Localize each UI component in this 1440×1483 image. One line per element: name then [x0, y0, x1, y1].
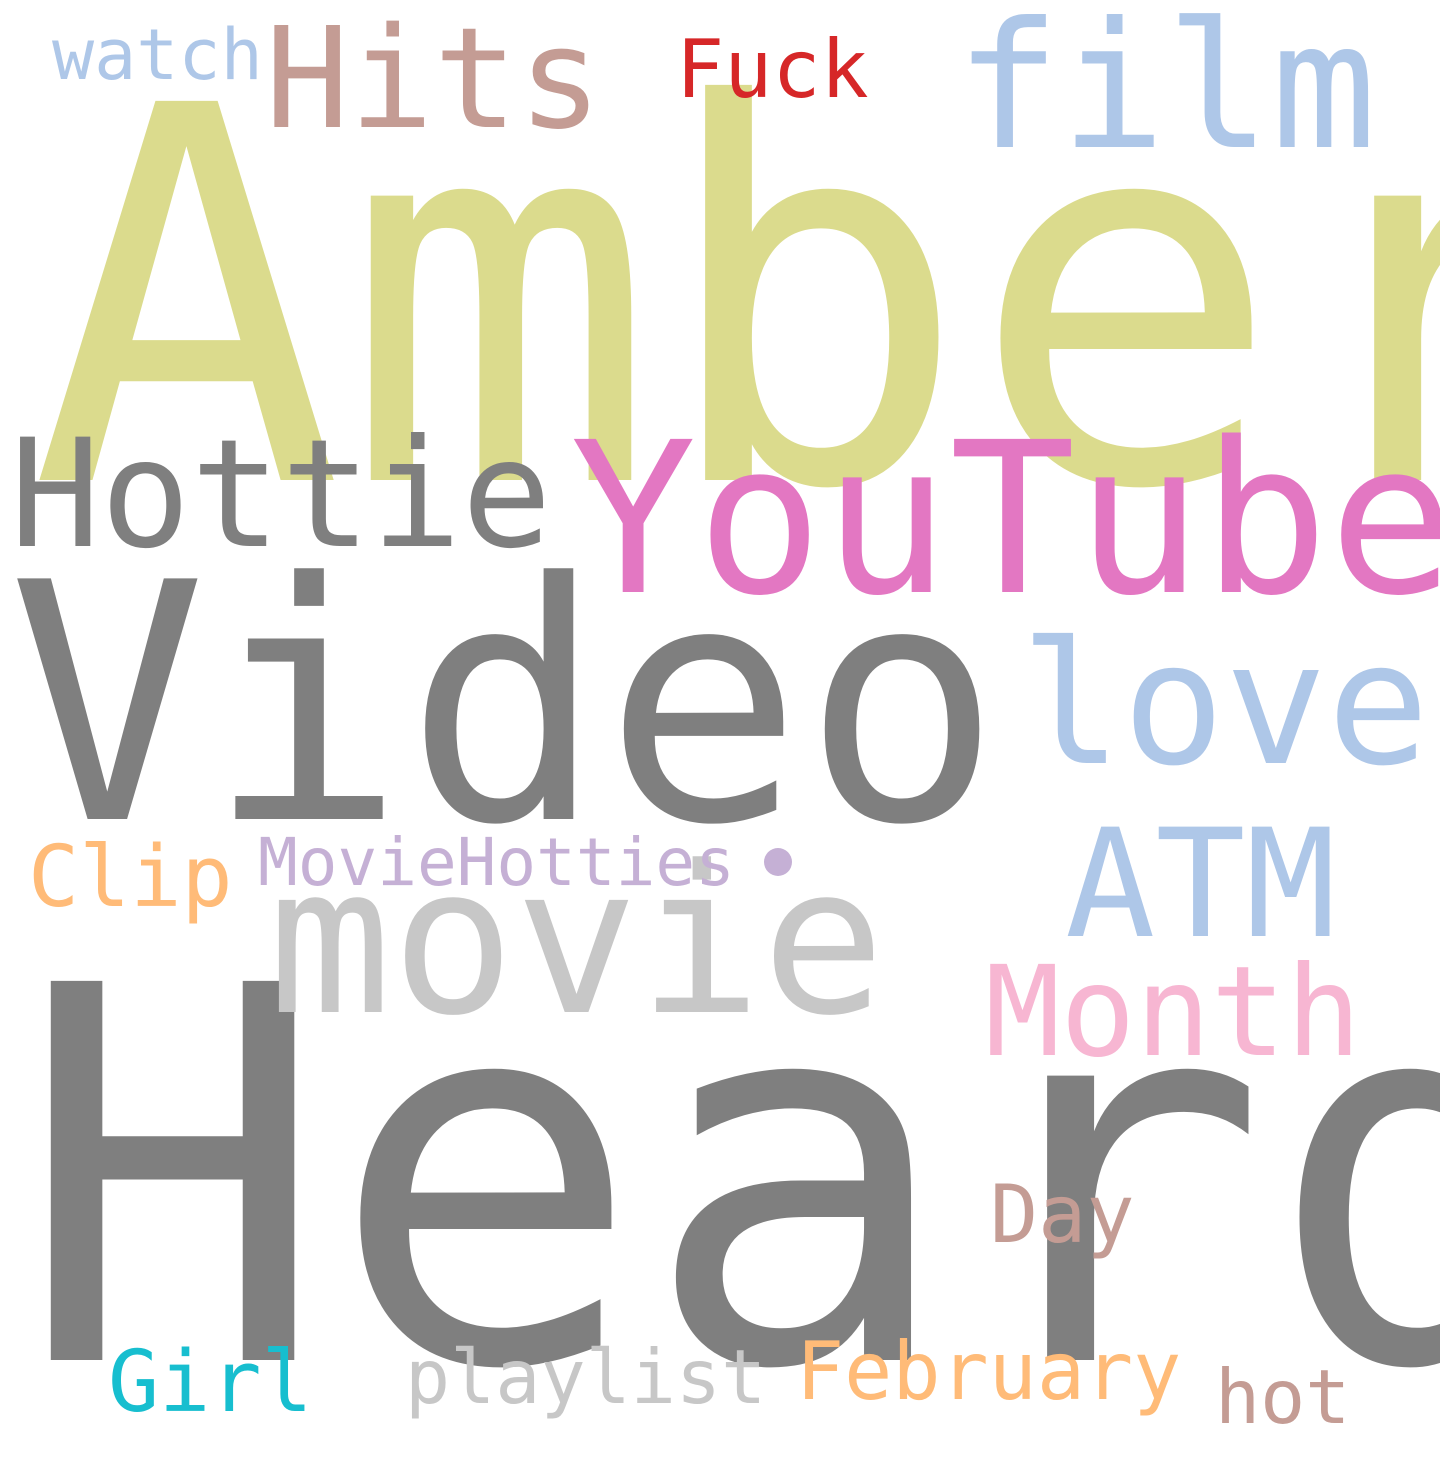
word-film: film [955, 0, 1377, 189]
word-cloud: Amber Heard Video YouTube movie Hottie f… [8, 0, 1440, 1483]
word-february: February [796, 1325, 1182, 1418]
word-clip: Clip [28, 828, 233, 927]
word-fuck: Fuck [676, 23, 869, 116]
word-playlist: playlist [405, 1333, 767, 1421]
word-girl: Girl [108, 1333, 313, 1432]
word-love: love [1020, 606, 1430, 804]
bullet-dot-icon [764, 848, 792, 876]
word-hot: hot [1215, 1353, 1351, 1441]
word-moviehotties: MovieHotties [258, 824, 735, 901]
word-day: Day [990, 1168, 1135, 1261]
word-heard: Heard [16, 877, 1440, 1483]
word-atm: ATM [1065, 798, 1336, 972]
word-month: Month [985, 940, 1362, 1085]
word-watch: watch [52, 14, 263, 96]
word-video: Video [8, 513, 1002, 897]
word-youtube: YouTube [570, 397, 1440, 642]
word-hits: Hits [265, 0, 603, 161]
word-amber: Amber [30, 0, 1440, 603]
word-hottie: Hottie [10, 408, 552, 582]
